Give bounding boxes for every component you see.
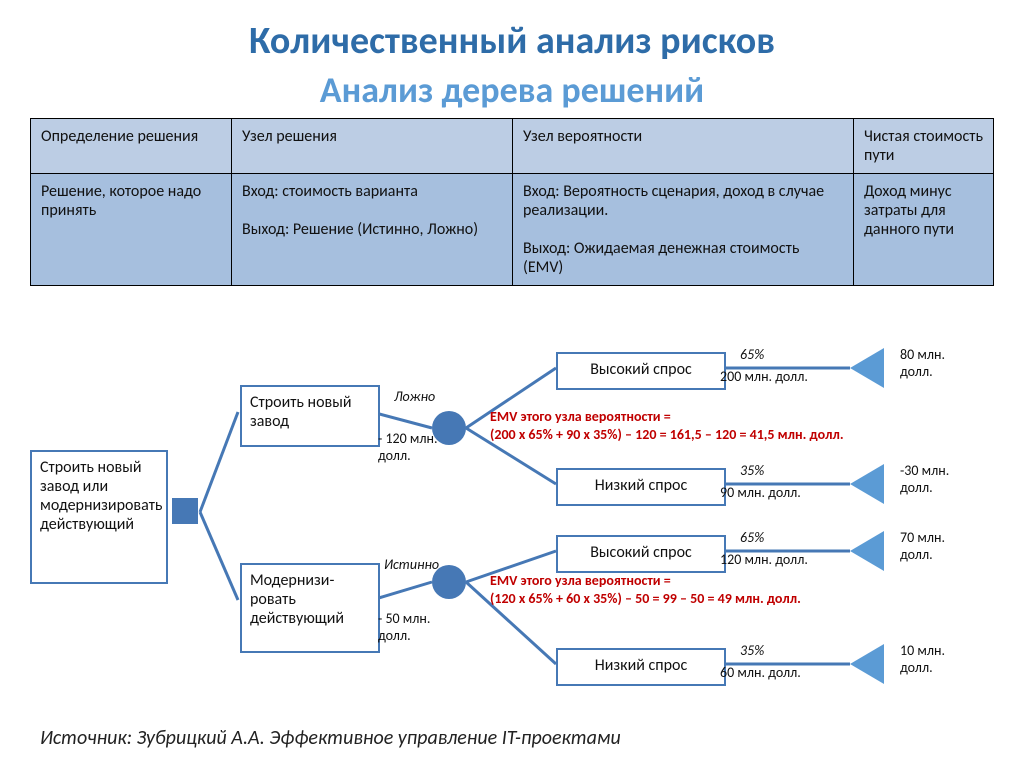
- v-ls1: 90 млн. долл.: [720, 484, 801, 501]
- end-tri-3: [850, 531, 884, 571]
- p-ls1: 35%: [740, 462, 764, 479]
- outcome-hs1: Высокий спрос: [556, 352, 726, 390]
- option-modern: Модернизи-ровать действующий: [240, 563, 380, 653]
- v-ls2: 60 млн. долл.: [720, 664, 801, 681]
- root-decision: Строить новый завод или модернизировать …: [30, 450, 168, 584]
- net-4: 10 млн. долл.: [900, 642, 980, 676]
- emv-2: EMV этого узла вероятности =(120 х 65% +…: [490, 572, 960, 607]
- p-ls2: 35%: [740, 642, 764, 659]
- p-hs2: 65%: [740, 529, 764, 546]
- net-3: 70 млн. долл.: [900, 529, 980, 563]
- decision-node-icon: [172, 498, 198, 524]
- end-tri-2: [850, 464, 884, 504]
- end-tri-4: [850, 644, 884, 684]
- lbl-true: Истинно: [384, 556, 439, 573]
- emv-1: EMV этого узла вероятности =(200 х 65% +…: [490, 408, 960, 443]
- lbl-cost1: - 120 млн. долл.: [378, 430, 438, 464]
- lbl-cost2: - 50 млн. долл.: [378, 610, 438, 644]
- v-hs2: 120 млн. долл.: [720, 551, 808, 568]
- p-hs1: 65%: [740, 346, 764, 363]
- end-tri-1: [850, 348, 884, 388]
- outcome-hs2: Высокий спрос: [556, 535, 726, 573]
- option-build: Строить новый завод: [240, 385, 380, 447]
- v-hs1: 200 млн. долл.: [720, 368, 808, 385]
- outcome-ls2: Низкий спрос: [556, 648, 726, 686]
- source-footer: Источник: Зубрицкий А.А. Эффективное упр…: [40, 726, 621, 750]
- lbl-false: Ложно: [394, 388, 435, 405]
- outcome-ls1: Низкий спрос: [556, 468, 726, 506]
- net-2: -30 млн. долл.: [900, 462, 980, 496]
- diagram-stage: Количественный анализ рисков Анализ дере…: [0, 0, 1024, 768]
- net-1: 80 млн. долл.: [900, 346, 980, 380]
